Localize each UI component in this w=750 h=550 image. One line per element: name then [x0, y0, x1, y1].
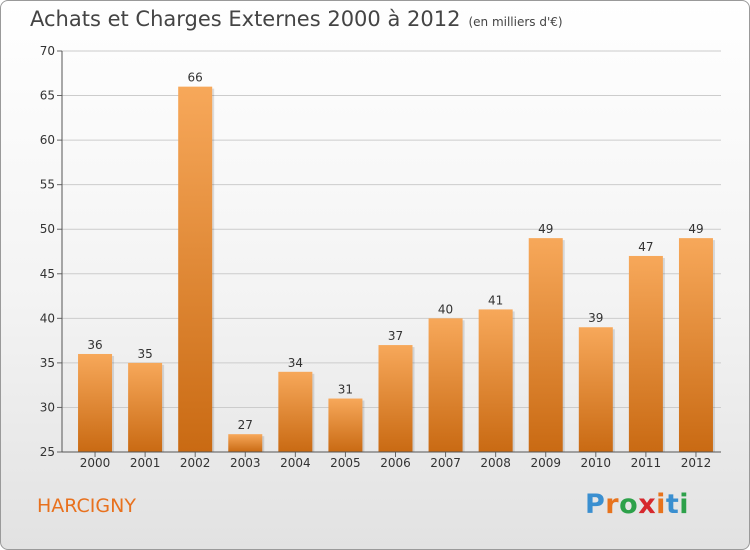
bar-value-label: 36 — [87, 338, 102, 352]
logo-letter: i — [656, 489, 666, 520]
bar-value-label: 47 — [638, 240, 653, 254]
logo-letter: o — [619, 489, 639, 520]
y-tick-label: 45 — [40, 267, 55, 281]
x-tick-label: 2007 — [430, 456, 461, 470]
bar-value-label: 49 — [688, 222, 703, 236]
bar — [178, 86, 213, 453]
y-tick-label: 55 — [40, 178, 55, 192]
bar-value-label: 27 — [238, 418, 253, 432]
bar-value-label: 40 — [438, 302, 453, 316]
y-tick-label: 65 — [40, 89, 55, 103]
bar-value-label: 34 — [288, 356, 303, 370]
commune-name: HARCIGNY — [37, 495, 136, 517]
chart-title-block: Achats et Charges Externes 2000 à 2012 (e… — [30, 7, 563, 31]
x-tick-label: 2005 — [330, 456, 361, 470]
chart-title: Achats et Charges Externes 2000 à 2012 — [30, 7, 461, 31]
bar-value-label: 37 — [388, 329, 403, 343]
x-tick-label: 2009 — [530, 456, 561, 470]
bar — [78, 353, 113, 452]
logo-letter: x — [638, 489, 657, 520]
bar — [328, 398, 363, 452]
x-tick-label: 2010 — [581, 456, 612, 470]
bar — [528, 238, 563, 452]
bar-value-label: 49 — [538, 222, 553, 236]
y-tick-label: 25 — [40, 445, 55, 459]
y-tick-label: 70 — [40, 44, 55, 58]
x-tick-label: 2004 — [280, 456, 311, 470]
y-tick-label: 35 — [40, 356, 55, 370]
bar — [478, 309, 513, 452]
bar — [128, 362, 163, 452]
x-tick-label: 2006 — [380, 456, 411, 470]
y-tick-label: 50 — [40, 222, 55, 236]
y-tick-label: 60 — [40, 133, 55, 147]
x-tick-label: 2000 — [80, 456, 111, 470]
x-tick-label: 2003 — [230, 456, 261, 470]
bar-value-label: 39 — [588, 311, 603, 325]
proxiti-logo: Proxiti — [585, 489, 689, 520]
x-tick-label: 2008 — [480, 456, 511, 470]
bar-value-label: 31 — [338, 383, 353, 397]
bar — [428, 318, 463, 452]
logo-letter: P — [585, 489, 606, 520]
y-tick-label: 40 — [40, 311, 55, 325]
bar-value-label: 35 — [137, 347, 152, 361]
x-tick-label: 2002 — [180, 456, 211, 470]
bar-value-label: 66 — [188, 71, 203, 85]
y-tick-label: 30 — [40, 400, 55, 414]
bar — [628, 255, 663, 452]
logo-letter: r — [605, 489, 620, 520]
x-tick-label: 2012 — [681, 456, 712, 470]
bar — [378, 345, 413, 452]
bar — [228, 434, 263, 452]
chart-unit: (en milliers d'€) — [468, 15, 563, 29]
logo-letter: t — [665, 489, 680, 520]
bar — [578, 327, 613, 452]
bar — [278, 371, 313, 452]
bar-value-label: 41 — [488, 293, 503, 307]
bar — [678, 238, 713, 452]
x-tick-label: 2011 — [631, 456, 662, 470]
logo-letter: i — [679, 489, 690, 520]
x-tick-label: 2001 — [130, 456, 161, 470]
